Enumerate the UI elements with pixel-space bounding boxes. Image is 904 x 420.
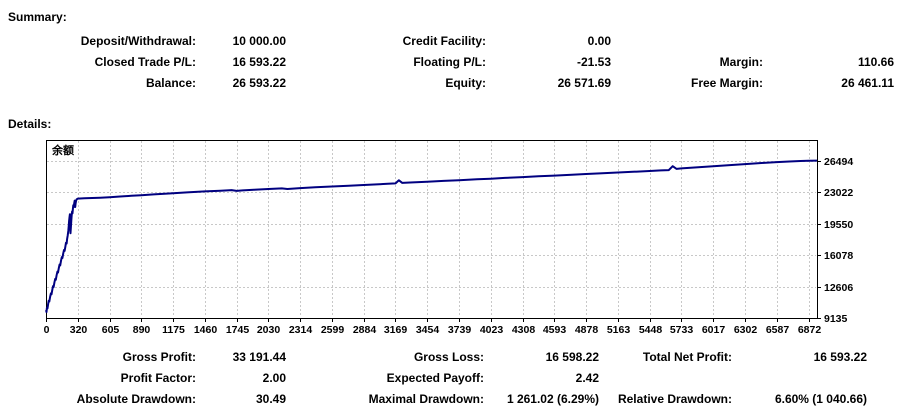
stat-label: Closed Trade P/L: (94, 55, 196, 69)
stat-label: Maximal Drawdown: (368, 392, 484, 406)
stat-value (732, 368, 867, 389)
stat-value: 16 593.22 (813, 350, 867, 364)
x-tick-label: 6302 (734, 324, 758, 336)
x-tick-label: 5733 (670, 324, 694, 336)
x-tick-label: 1460 (194, 324, 218, 336)
x-tick-label: 4023 (480, 324, 504, 336)
stat-value: 2.42 (575, 371, 599, 385)
x-tick-label: 0 (44, 324, 50, 336)
summary-heading: Summary: (8, 10, 67, 24)
x-tick-label: 605 (102, 324, 120, 336)
stat-label: Equity: (445, 76, 486, 90)
x-tick-label: 4308 (512, 324, 536, 336)
details-heading: Details: (8, 117, 52, 131)
stat-value: 26 593.22 (232, 76, 286, 90)
stat-value: 10 000.00 (232, 34, 286, 48)
stat-value: 6.60% (1 040.66) (774, 392, 867, 406)
x-tick-label: 3169 (384, 324, 408, 336)
balance-curve (45, 159, 818, 313)
stat-value: 30.49 (255, 392, 286, 406)
chart-series-title: 余额 (51, 143, 74, 157)
x-tick-label: 4878 (575, 324, 599, 336)
x-tick-label: 2599 (321, 324, 345, 336)
stat-label: Credit Facility: (402, 34, 486, 48)
stat-label: Expected Payoff: (386, 371, 484, 385)
stat-value: 26 571.69 (557, 76, 611, 90)
stat-label: Profit Factor: (120, 371, 196, 385)
plot-border (46, 140, 818, 319)
x-tick-label: 2884 (353, 324, 377, 336)
stat-label: Free Margin: (690, 76, 763, 90)
y-tick-label: 23022 (824, 187, 853, 199)
stat-value: 16 598.22 (545, 350, 599, 364)
stat-label: Total Net Profit: (642, 350, 732, 364)
stat-value: 1 261.02 (6.29%) (506, 392, 599, 406)
x-tick-label: 6587 (766, 324, 790, 336)
stat-value: 2.00 (262, 371, 286, 385)
stat-value: 16 593.22 (232, 55, 286, 69)
x-tick-label: 320 (70, 324, 88, 336)
stat-label: Balance: (145, 76, 196, 90)
x-tick-label: 3739 (448, 324, 472, 336)
stat-value: 0.00 (587, 34, 611, 48)
stat-value: -21.53 (576, 55, 611, 69)
y-tick-label: 19550 (824, 219, 853, 231)
stat-value: 110.66 (857, 55, 894, 69)
stat-label: Deposit/Withdrawal: (80, 34, 196, 48)
x-tick-label: 1175 (162, 324, 185, 336)
x-tick-label: 2314 (289, 324, 313, 336)
x-tick-label: 1745 (226, 324, 250, 336)
x-tick-label: 6017 (702, 324, 726, 336)
x-tick-label: 6872 (798, 324, 822, 336)
stat-label: Margin: (719, 55, 763, 69)
balance-chart: 0 320 605 890 1175 1460 1745 2030 2314 2599 2884 31… (44, 140, 853, 336)
stat-label (599, 368, 732, 389)
stat-value: 33 191.44 (232, 350, 286, 364)
x-tick-label: 3454 (416, 324, 440, 336)
stat-label: Gross Profit: (122, 350, 196, 364)
plot-background (46, 140, 818, 319)
stat-label: Gross Loss: (413, 350, 484, 364)
y-tick-label: 16078 (824, 250, 853, 262)
x-tick-label: 890 (133, 324, 151, 336)
x-tick-label: 2030 (257, 324, 281, 336)
x-tick-label: 5163 (607, 324, 631, 336)
y-tick-label: 26494 (824, 156, 853, 168)
y-tick-label: 9135 (824, 313, 848, 325)
stat-label: Relative Drawdown: (617, 392, 732, 406)
y-tick-label: 12606 (824, 282, 853, 294)
stat-label: Floating P/L: (413, 55, 486, 69)
summary-table: Deposit/Withdrawal: 10 000.00 Credit Fac… (0, 31, 894, 94)
details-stats-table: Gross Profit: 33 191.44 Gross Loss: 16 5… (0, 347, 867, 410)
x-tick-label: 4593 (543, 324, 567, 336)
stat-label: Absolute Drawdown: (76, 392, 196, 406)
stat-value: 26 461.11 (841, 76, 894, 90)
x-tick-label: 5448 (639, 324, 663, 336)
